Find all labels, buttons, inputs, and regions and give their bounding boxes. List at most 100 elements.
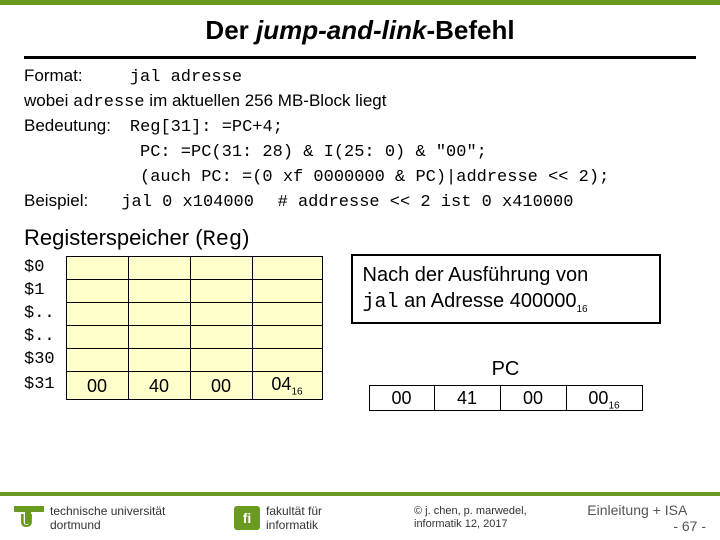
footer-uni: technische universität dortmund [14, 504, 234, 532]
reg-cell [190, 326, 252, 349]
reg-and-right: $0 $1 $.. $.. $30 $31 00 40 00 0416 Nach… [24, 256, 696, 411]
uni-line1: technische universität [50, 504, 165, 518]
reg-title-suffix: ) [242, 225, 249, 250]
uni-line2: dortmund [50, 518, 165, 532]
reg-label: $0 [24, 257, 66, 280]
pc-cell: 00 [369, 385, 435, 411]
wobei-pre: wobei [24, 91, 73, 110]
copy-line1: © j. chen, p. marwedel, [414, 505, 584, 518]
b3: (auch PC: =(0 xf 0000000 & PC)|addresse … [140, 168, 609, 187]
reg-title: Registerspeicher (Reg) [24, 223, 696, 255]
format-label: Format: [24, 66, 83, 85]
footer-copyright: © j. chen, p. marwedel, informatik 12, 2… [414, 505, 584, 531]
table-row: $.. [24, 326, 322, 349]
footer-faculty: fi fakultät für informatik [234, 504, 414, 532]
reg-cell [190, 257, 252, 280]
reg-cell [252, 257, 322, 280]
fi-logo-icon: fi [234, 506, 260, 530]
reg-title-code: Reg [203, 227, 243, 252]
reg-cell [190, 303, 252, 326]
reg-cell [252, 326, 322, 349]
page-title: Der jump-and-link-Befehl [0, 15, 720, 46]
wobei-code: adresse [73, 93, 144, 112]
exec-box: Nach der Ausführung von jal an Adresse 4… [351, 254, 661, 324]
format-line: Format: jal adresse [24, 65, 696, 90]
reg-label: $31 [24, 372, 66, 400]
reg-cell: 00 [66, 372, 128, 400]
b1: Reg[31]: =PC+4; [130, 118, 283, 137]
reg-cell [128, 257, 190, 280]
reg-cell [66, 303, 128, 326]
title-wrap: Der jump-and-link-Befehl [0, 5, 720, 50]
copy-line2: informatik 12, 2017 [414, 518, 584, 531]
title-rule [24, 56, 696, 59]
reg-label: $.. [24, 326, 66, 349]
reg-cell: 0416 [252, 372, 322, 400]
beispiel-label: Beispiel: [24, 191, 88, 210]
b2: PC: =PC(31: 28) & I(25: 0) & "00"; [140, 143, 487, 162]
fac-line2: informatik [266, 518, 322, 532]
uni-text: technische universität dortmund [50, 504, 165, 532]
ex-comment: # addresse << 2 ist 0 x410000 [278, 193, 574, 212]
exec-l1: Nach der Ausführung von [363, 264, 589, 286]
page-number: - 67 - [673, 518, 706, 534]
reg-cell [128, 280, 190, 303]
content-area: Format: jal adresse wobei adresse im akt… [0, 65, 720, 411]
reg-cell: 40 [128, 372, 190, 400]
wobei-line: wobei adresse im aktuellen 256 MB-Block … [24, 90, 696, 115]
pc-label: PC [492, 356, 520, 383]
reg-label: $.. [24, 303, 66, 326]
reg-cell [190, 280, 252, 303]
pc-last-val: 00 [588, 388, 608, 408]
table-row: $.. [24, 303, 322, 326]
pc-cell: 0016 [567, 385, 643, 411]
exec-code: jal [363, 291, 399, 314]
table-row: $31 00 40 00 0416 [24, 372, 322, 400]
bedeutung-line1: Bedeutung: Reg[31]: =PC+4; [24, 115, 696, 140]
bedeutung-line2: PC: =PC(31: 28) & I(25: 0) & "00"; [24, 140, 696, 165]
reg-cell [252, 280, 322, 303]
reg-cell [66, 257, 128, 280]
reg-cell [252, 349, 322, 372]
table-row: $1 [24, 280, 322, 303]
bedeutung-label: Bedeutung: [24, 116, 111, 135]
ex-code: jal 0 x104000 [121, 193, 254, 212]
pc-cell: 00 [501, 385, 567, 411]
reg-title-prefix: Registerspeicher ( [24, 225, 203, 250]
reg-cell [66, 349, 128, 372]
faculty-text: fakultät für informatik [266, 504, 322, 532]
reg-cell: 00 [190, 372, 252, 400]
bedeutung-line3: (auch PC: =(0 xf 0000000 & PC)|addresse … [24, 165, 696, 190]
wobei-post: im aktuellen 256 MB-Block liegt [145, 91, 387, 110]
reg-cell [128, 303, 190, 326]
reg-last-val: 04 [271, 374, 291, 394]
fac-line1: fakultät für [266, 504, 322, 518]
tu-logo-icon [14, 506, 44, 530]
reg-cell [66, 280, 128, 303]
title-suffix: -Befehl [426, 15, 514, 45]
pc-cell: 41 [435, 385, 501, 411]
footer: technische universität dortmund fi fakul… [0, 492, 720, 540]
reg-cell [128, 349, 190, 372]
beispiel-line: Beispiel: jal 0 x104000 # addresse << 2 … [24, 190, 696, 215]
title-italic: jump-and-link [256, 15, 426, 45]
table-row: $0 [24, 257, 322, 280]
reg-cell [128, 326, 190, 349]
nav-text: Einleitung + ISA [587, 502, 686, 518]
register-table: $0 $1 $.. $.. $30 $31 00 40 00 0416 [24, 256, 323, 400]
exec-sub: 16 [576, 304, 587, 315]
reg-cell [66, 326, 128, 349]
register-section: Registerspeicher (Reg) $0 $1 $.. $.. $30… [24, 223, 696, 412]
pc-row: 00 41 00 0016 [369, 385, 643, 411]
title-prefix: Der [205, 15, 256, 45]
reg-label: $1 [24, 280, 66, 303]
pc-sub: 16 [608, 401, 619, 412]
table-row: $30 [24, 349, 322, 372]
right-col: Nach der Ausführung von jal an Adresse 4… [351, 254, 661, 411]
format-code: jal adresse [130, 68, 242, 87]
reg-cell [190, 349, 252, 372]
footer-nav: Einleitung + ISA - 67 - [584, 502, 706, 534]
reg-cell [252, 303, 322, 326]
reg-label: $30 [24, 349, 66, 372]
reg-last-sub: 16 [291, 387, 302, 398]
